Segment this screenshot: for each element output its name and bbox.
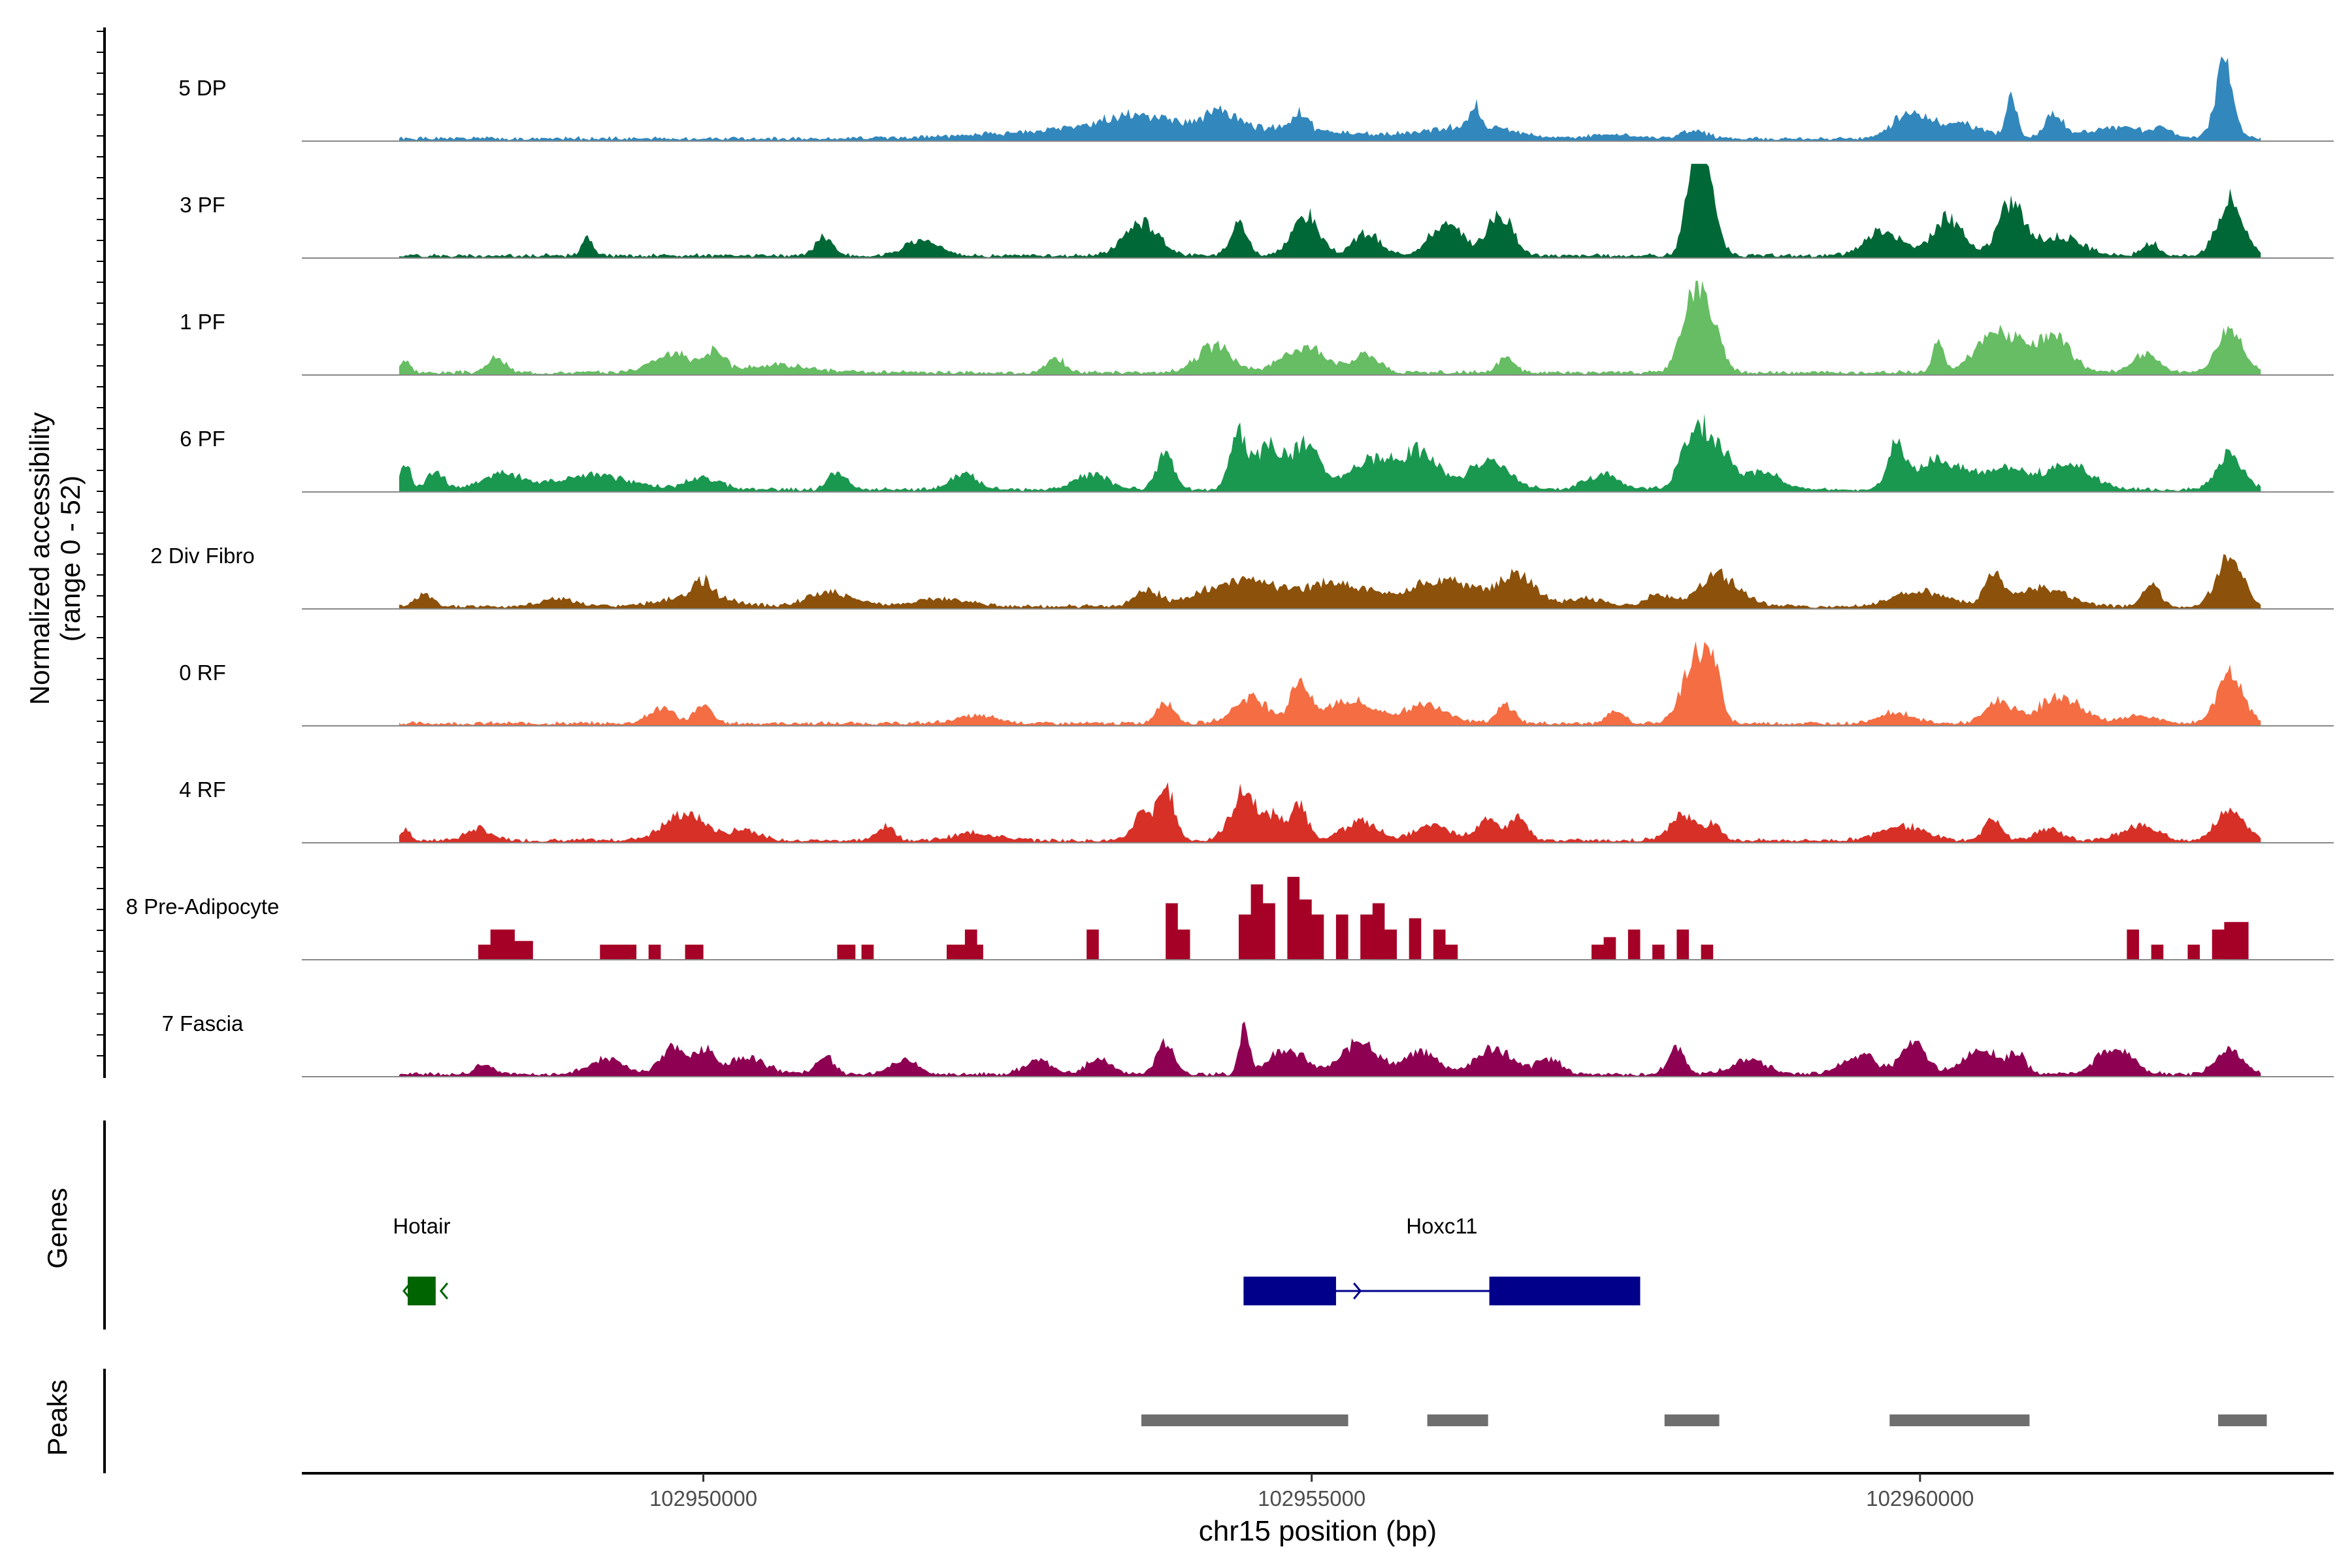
coverage-area [399, 280, 2261, 375]
x-axis-title: chr15 position (bp) [1199, 1515, 1437, 1547]
track-label: 4 RF [179, 777, 226, 802]
x-tick-label: 102955000 [1258, 1486, 1365, 1511]
strand-arrow [402, 1282, 412, 1299]
strand-arrow [1245, 1282, 1254, 1299]
track-1: 3 PF [180, 163, 2334, 259]
gene-exon [1489, 1277, 1641, 1305]
strand-arrow [439, 1282, 449, 1299]
track-4: 2 Div Fibro [150, 544, 2334, 610]
gene-exon [1243, 1277, 1336, 1305]
gene-hoxc11: Hoxc11 [1243, 1214, 1641, 1305]
y-axis-title-line1: Normalized accessibility [24, 412, 55, 705]
genes-panel-label: Genes [42, 1188, 73, 1269]
strand-arrow [1503, 1282, 1512, 1299]
gene-hotair: Hotair [393, 1214, 450, 1305]
track-3: 6 PF [180, 414, 2334, 493]
gene-label: Hotair [393, 1214, 450, 1238]
peak-region [1141, 1414, 1348, 1426]
track-label: 0 RF [179, 661, 226, 685]
coverage-area [399, 56, 2261, 142]
x-tick-label: 102960000 [1866, 1486, 1974, 1511]
coverage-area [399, 414, 2261, 492]
peak-region [2218, 1414, 2267, 1426]
coverage-area [399, 554, 2261, 609]
coverage-area [399, 1021, 2261, 1077]
strand-arrow [1353, 1282, 1362, 1299]
track-5: 0 RF [179, 641, 2334, 727]
track-label: 1 PF [180, 310, 225, 334]
track-7: 8 Pre-Adipocyte [126, 877, 2334, 960]
strand-arrow [1627, 1282, 1637, 1299]
gene-exon [408, 1277, 436, 1305]
coverage-area [478, 877, 2249, 960]
coverage-tracks: 5 DP 3 PF 1 PF 6 PF 2 Div Fibro 0 RF 4 RF 8 Pre… [126, 56, 2334, 1077]
y-axis-title-line2: (range 0 - 52) [55, 476, 86, 642]
peak-region [1427, 1414, 1488, 1426]
peak-region [1889, 1414, 2030, 1426]
peak-region [1664, 1414, 1720, 1426]
track-label: 8 Pre-Adipocyte [126, 894, 280, 919]
track-label: 5 DP [178, 76, 226, 100]
gene-label: Hoxc11 [1406, 1214, 1477, 1238]
x-tick-label: 102950000 [649, 1486, 757, 1511]
track-label: 6 PF [180, 427, 225, 451]
track-6: 4 RF [179, 777, 2334, 843]
track-label: 7 Fascia [162, 1011, 244, 1036]
y-axis-ticks [97, 31, 105, 1056]
peaks-panel-label: Peaks [42, 1380, 73, 1456]
coverage-area [399, 641, 2261, 726]
track-label: 3 PF [180, 193, 225, 217]
track-2: 1 PF [180, 280, 2334, 376]
genes-panel: Hotair Hoxc11 [393, 1214, 1641, 1305]
track-8: 7 Fascia [162, 1011, 2334, 1077]
x-axis-ticks: 102950000 102955000 102960000 [649, 1473, 1974, 1511]
coverage-area [399, 163, 2261, 258]
track-label: 2 Div Fibro [150, 544, 255, 568]
track-0: 5 DP [178, 56, 2334, 142]
peaks-panel [1141, 1414, 2267, 1426]
